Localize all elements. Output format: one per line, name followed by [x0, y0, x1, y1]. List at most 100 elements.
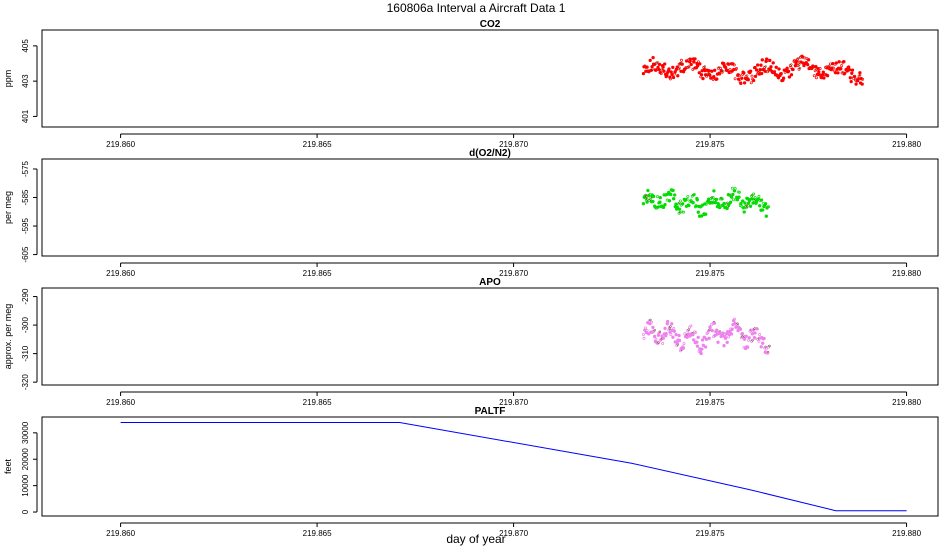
data-point: [657, 62, 662, 67]
x-tick-label: 219.860: [106, 269, 135, 278]
data-point: [642, 336, 646, 340]
data-point: [847, 65, 851, 69]
data-point: [687, 204, 691, 208]
data-point: [728, 200, 733, 204]
x-tick-label: 219.880: [892, 140, 921, 149]
data-point: [790, 63, 793, 66]
data-point: [741, 199, 745, 203]
data-point: [673, 193, 677, 197]
data-point: [738, 74, 741, 78]
data-point: [842, 59, 846, 64]
data-point: [644, 326, 647, 330]
data-point: [645, 200, 649, 204]
data-point: [753, 74, 758, 79]
data-point: [695, 198, 699, 202]
data-point: [747, 338, 751, 342]
data-point: [732, 63, 736, 67]
data-point: [750, 197, 754, 201]
data-point: [662, 69, 666, 73]
x-tick-label: 219.880: [892, 529, 921, 538]
x-tick-label: 219.865: [303, 398, 332, 407]
data-point: [746, 201, 751, 205]
panel-title: PALTF: [475, 406, 506, 417]
data-point: [657, 341, 660, 344]
data-point: [731, 192, 735, 197]
data-point: [817, 73, 822, 77]
data-point: [652, 334, 657, 339]
data-point: [715, 328, 719, 332]
data-point: [739, 81, 743, 86]
data-point: [645, 65, 649, 69]
x-tick-label: 219.860: [106, 398, 135, 407]
data-point: [671, 335, 675, 339]
data-point: [728, 67, 732, 71]
data-point: [777, 67, 781, 71]
data-point: [725, 340, 729, 345]
panel-4: PALTF feet 219.860 219.865 219.870 219.875 219…: [3, 406, 939, 538]
data-point: [754, 68, 759, 72]
data-point: [714, 200, 718, 204]
y-tick-label: 403: [21, 74, 30, 88]
data-point: [806, 62, 810, 67]
data-point: [672, 329, 677, 333]
data-point: [669, 70, 673, 74]
data-point: [671, 188, 675, 193]
data-point: [785, 66, 789, 70]
y-tick-label: -595: [21, 217, 30, 234]
data-point: [758, 333, 762, 336]
data-point: [656, 60, 659, 64]
data-point: [747, 336, 751, 340]
data-point: [787, 75, 792, 79]
data-point: [843, 71, 847, 75]
data-point: [730, 186, 734, 190]
data-point: [706, 330, 710, 334]
data-point: [849, 79, 853, 84]
data-point: [858, 71, 862, 75]
data-point: [667, 199, 672, 203]
x-tick-label: 219.865: [303, 529, 332, 538]
data-point: [656, 195, 659, 199]
data-point: [677, 333, 681, 338]
data-point: [713, 68, 717, 72]
y-tick-label: 30000: [21, 421, 30, 444]
data-point: [759, 345, 763, 349]
panel-title: APO: [479, 277, 501, 288]
data-point: [831, 66, 835, 70]
data-point: [764, 65, 767, 68]
data-point: [781, 76, 786, 80]
data-point: [753, 331, 757, 335]
data-point: [711, 196, 715, 199]
data-point: [694, 204, 698, 208]
data-point: [728, 329, 732, 334]
data-point: [774, 65, 778, 69]
y-tick-label: 10000: [21, 474, 30, 497]
data-point: [759, 198, 764, 202]
data-point: [684, 66, 688, 70]
data-point: [681, 202, 685, 206]
data-point: [850, 71, 854, 75]
data-point: [663, 62, 667, 66]
data-point: [723, 336, 728, 340]
data-point: [735, 67, 738, 70]
data-point: [726, 62, 731, 66]
data-point: [685, 197, 689, 201]
data-point: [802, 63, 806, 68]
panel-title: d(O2/N2): [469, 148, 511, 159]
data-point: [645, 328, 649, 332]
y-tick-label: -290: [21, 288, 30, 305]
panel-1: CO2 ppm 219.860 219.865 219.870 219.875 219.88…: [3, 19, 939, 149]
data-point: [711, 77, 715, 81]
data-point: [695, 64, 700, 68]
data-point: [787, 69, 791, 73]
data-point: [661, 342, 665, 345]
data-point: [675, 205, 679, 209]
data-point: [733, 187, 737, 191]
data-point: [814, 65, 818, 69]
data-point: [687, 65, 690, 68]
data-point: [856, 77, 860, 81]
data-point: [740, 331, 745, 336]
data-point: [748, 204, 753, 208]
data-point: [708, 328, 711, 332]
data-point: [818, 67, 822, 71]
data-point: [746, 78, 750, 82]
